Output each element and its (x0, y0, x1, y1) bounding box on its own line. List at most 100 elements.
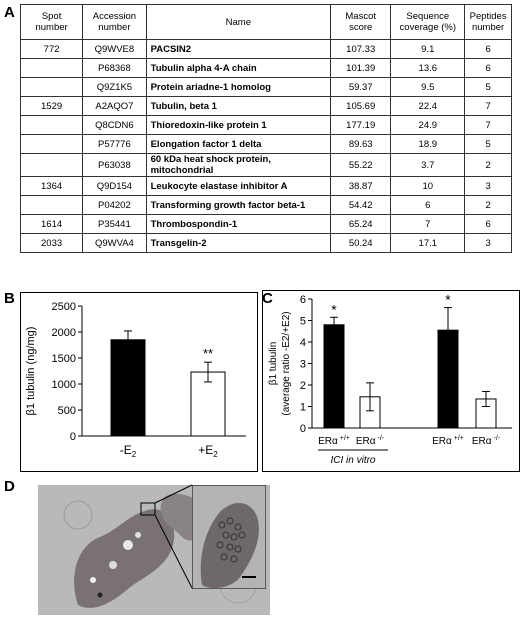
table-cell: 65.24 (330, 214, 392, 234)
bar (110, 339, 146, 437)
em-micrograph-inset (192, 485, 266, 589)
table-cell: 177.19 (330, 115, 392, 135)
table-cell: Q9Z1K5 (82, 77, 147, 97)
chart-c: 0 1 2 3 4 5 6 β1 tubulin (average ratio -E2/+E2)… (262, 290, 520, 472)
panel-label-a: A (4, 4, 15, 21)
y-tick-label: 2000 (52, 327, 76, 339)
y-tick-label: 1500 (52, 353, 76, 365)
table-header-cell: Mascot score (330, 4, 392, 40)
table-cell: 59.37 (330, 77, 392, 97)
table-cell (19, 134, 84, 154)
x-tick-label: ERα -/- (356, 435, 385, 447)
table-cell: Thrombospondin-1 (145, 214, 332, 234)
table-cell: 18.9 (390, 134, 466, 154)
table-cell: 1364 (19, 176, 84, 196)
table-cell: 89.63 (330, 134, 392, 154)
bar (190, 371, 226, 437)
table-cell (19, 115, 84, 135)
table-cell: 5 (464, 77, 512, 97)
chart-frame (20, 292, 258, 472)
table-cell: 10 (390, 176, 466, 196)
x-tick-label: ERα +/+ (432, 435, 464, 447)
table-cell: 7 (464, 115, 512, 135)
y-tick-label: 2500 (52, 301, 76, 313)
table-row: 772 Q9WVE8 PACSIN2 107.33 9.1 6 (19, 39, 512, 59)
y-tick-label: 1000 (52, 379, 76, 391)
table-cell: 7 (390, 214, 466, 234)
table-cell: PACSIN2 (145, 39, 332, 59)
table-cell: 107.33 (330, 39, 392, 59)
x-tick-label: ERα -/- (472, 435, 501, 447)
table-header-cell: Spot number (19, 4, 84, 40)
table-cell: 38.87 (330, 176, 392, 196)
group-label: ICI in vitro (330, 455, 375, 466)
y-tick-label: 5 (300, 316, 306, 328)
x-tick-label: -E2 (120, 443, 137, 459)
table-cell (19, 195, 84, 215)
y-tick-label: 500 (58, 405, 76, 417)
table-cell: 6 (464, 214, 512, 234)
table-row: P63038 60 kDa heat shock protein, mitocho… (19, 153, 512, 177)
table-header-cell: Sequence coverage (%) (390, 4, 466, 40)
table-cell: P35441 (82, 214, 147, 234)
table-cell: 7 (464, 96, 512, 116)
table-cell: 6 (390, 195, 466, 215)
table-cell: 105.69 (330, 96, 392, 116)
table-cell: Leukocyte elastase inhibitor A (145, 176, 332, 196)
table-cell: P68368 (82, 58, 147, 78)
table-cell: 6 (464, 39, 512, 59)
table-cell: Q8CDN6 (82, 115, 147, 135)
significance-label: * (331, 301, 337, 317)
table-cell: Tubulin alpha 4-A chain (145, 58, 332, 78)
table-cell: 772 (19, 39, 84, 59)
table-cell: Transforming growth factor beta-1 (145, 195, 332, 215)
panel-label-d: D (4, 478, 15, 495)
table-cell: 2 (464, 153, 512, 177)
table-header-cell: Peptides number (464, 4, 512, 40)
table-header-row: Spot number Accession number Name Mascot sc… (19, 4, 512, 40)
table-cell: 6 (464, 58, 512, 78)
table-cell: 17.1 (390, 233, 466, 253)
table-cell: 101.39 (330, 58, 392, 78)
table-cell: 60 kDa heat shock protein, mitochondrial (145, 153, 332, 177)
table-row: Q9Z1K5 Protein ariadne-1 homolog 59.37 9.5 5 (19, 77, 512, 97)
table-row: P68368 Tubulin alpha 4-A chain 101.39 13.6 6 (19, 58, 512, 78)
y-axis-label: β1 tubulin (268, 342, 279, 386)
bar (323, 324, 345, 429)
panel-label-c: C (262, 290, 273, 307)
table-cell: 9.5 (390, 77, 466, 97)
y-tick-label: 6 (300, 294, 306, 306)
table-cell: 3 (464, 233, 512, 253)
table-row: 2033 Q9WVA4 Transgelin-2 50.24 17.1 3 (19, 233, 512, 253)
table-cell (19, 153, 84, 177)
table-cell: Transgelin-2 (145, 233, 332, 253)
table-cell: Tubulin, beta 1 (145, 96, 332, 116)
table-cell: Protein ariadne-1 homolog (145, 77, 332, 97)
y-axis-label: β1 tubulin (ng/mg) (25, 327, 37, 416)
y-axis-label: (average ratio -E2/+E2) (281, 311, 292, 415)
table-row: 1364 Q9D154 Leukocyte elastase inhibitor A… (19, 176, 512, 196)
y-tick-label: 0 (70, 431, 76, 443)
table-cell: Thioredoxin-like protein 1 (145, 115, 332, 135)
table-header-cell: Name (145, 4, 332, 40)
y-tick-label: 0 (300, 423, 306, 435)
significance-label: ** (203, 346, 213, 361)
table-cell: 22.4 (390, 96, 466, 116)
table-cell: 2033 (19, 233, 84, 253)
table-cell: P63038 (82, 153, 147, 177)
table-row: P57776 Elongation factor 1 delta 89.63 18.9… (19, 134, 512, 154)
protein-table: Spot number Accession number Name Mascot sc… (19, 4, 512, 253)
chart-b: 0 500 1000 1500 2000 2500 β1 tubulin (ng/mg) -E… (20, 292, 258, 472)
table-body: 772 Q9WVE8 PACSIN2 107.33 9.1 6 P68368 Tubulin … (19, 39, 512, 253)
table-cell: Q9WVE8 (82, 39, 147, 59)
table-cell: A2AQO7 (82, 96, 147, 116)
table-header-cell: Accession number (82, 4, 147, 40)
table-cell (19, 77, 84, 97)
table-cell: P57776 (82, 134, 147, 154)
table-cell: 54.42 (330, 195, 392, 215)
table-cell: 1614 (19, 214, 84, 234)
table-row: 1529 A2AQO7 Tubulin, beta 1 105.69 22.4 7 (19, 96, 512, 116)
table-cell: 9.1 (390, 39, 466, 59)
table-cell: Q9WVA4 (82, 233, 147, 253)
significance-label: * (445, 292, 451, 308)
